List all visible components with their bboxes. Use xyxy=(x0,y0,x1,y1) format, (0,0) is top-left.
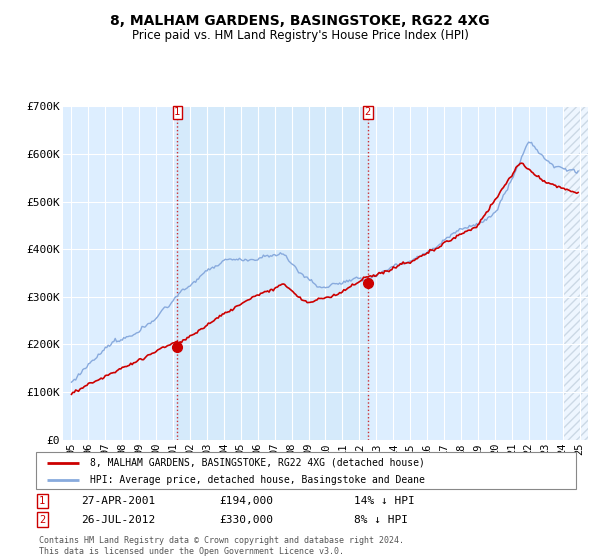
Text: 27-APR-2001: 27-APR-2001 xyxy=(81,496,155,506)
Text: 14% ↓ HPI: 14% ↓ HPI xyxy=(354,496,415,506)
Text: 26-JUL-2012: 26-JUL-2012 xyxy=(81,515,155,525)
Text: 8% ↓ HPI: 8% ↓ HPI xyxy=(354,515,408,525)
Bar xyxy=(178,106,368,440)
Text: £330,000: £330,000 xyxy=(219,515,273,525)
Text: HPI: Average price, detached house, Basingstoke and Deane: HPI: Average price, detached house, Basi… xyxy=(90,475,425,485)
Bar xyxy=(563,106,588,440)
Text: £194,000: £194,000 xyxy=(219,496,273,506)
Text: 2: 2 xyxy=(365,108,371,118)
Text: 8, MALHAM GARDENS, BASINGSTOKE, RG22 4XG: 8, MALHAM GARDENS, BASINGSTOKE, RG22 4XG xyxy=(110,14,490,28)
Text: 2: 2 xyxy=(39,515,45,525)
Text: 1: 1 xyxy=(174,108,181,118)
Bar xyxy=(563,106,588,440)
FancyBboxPatch shape xyxy=(36,452,576,489)
Text: 8, MALHAM GARDENS, BASINGSTOKE, RG22 4XG (detached house): 8, MALHAM GARDENS, BASINGSTOKE, RG22 4XG… xyxy=(90,458,425,468)
Text: Price paid vs. HM Land Registry's House Price Index (HPI): Price paid vs. HM Land Registry's House … xyxy=(131,29,469,42)
Text: Contains HM Land Registry data © Crown copyright and database right 2024.
This d: Contains HM Land Registry data © Crown c… xyxy=(39,536,404,556)
Text: 1: 1 xyxy=(39,496,45,506)
